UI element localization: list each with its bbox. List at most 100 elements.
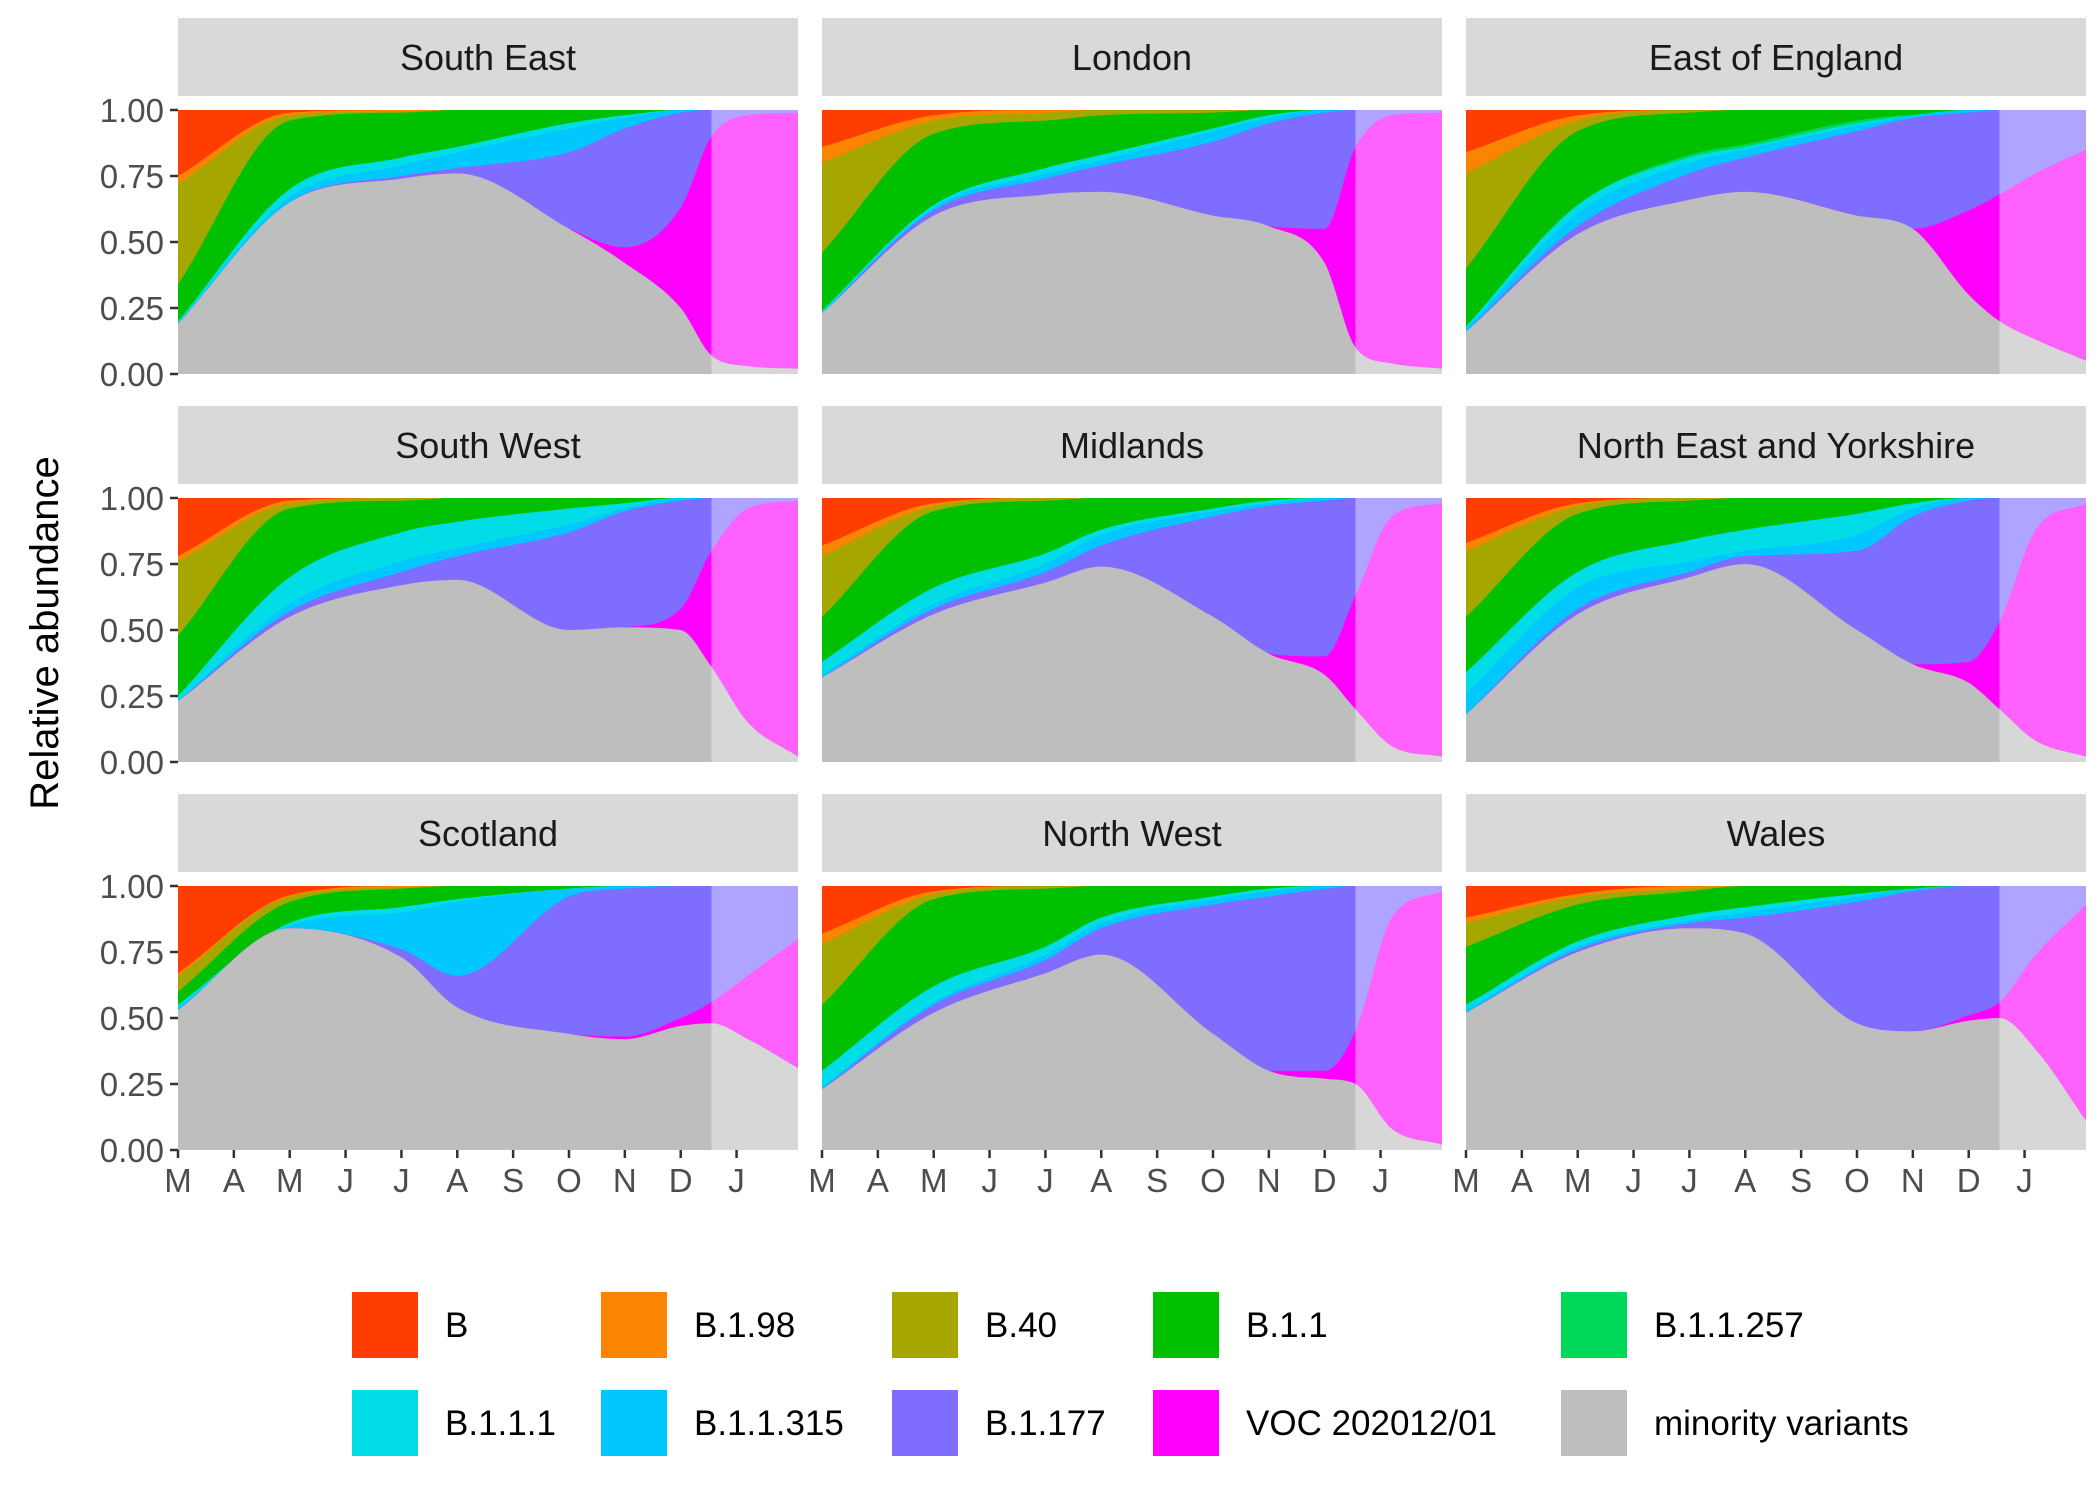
legend-item-minority-variants: minority variants (1561, 1390, 1909, 1456)
x-tick-label: J (1681, 1162, 1698, 1199)
x-tick-label: A (223, 1162, 245, 1199)
projection-shading (711, 498, 798, 762)
facet-strip (1466, 18, 2086, 96)
x-tick-label: M (920, 1162, 948, 1199)
x-tick-label: S (502, 1162, 524, 1199)
y-tick-label: 0.50 (100, 612, 164, 649)
panel-north-east-and-yorkshire: North East and Yorkshire (1466, 406, 2086, 762)
y-tick-label: 0.75 (100, 546, 164, 583)
facet-title: South East (400, 37, 576, 78)
legend-label: B.1.1.257 (1654, 1306, 1804, 1345)
panel-south-west: South West 0.00 0.25 0.50 0.75 1.00 (100, 406, 798, 781)
x-tick-label: O (556, 1162, 582, 1199)
x-tick-label: D (1313, 1162, 1337, 1199)
projection-shading (1999, 498, 2086, 762)
y-tick-label: 0.00 (100, 1132, 164, 1169)
x-tick-label: M (1452, 1162, 1480, 1199)
legend-swatch (892, 1390, 958, 1456)
y-axis-label: Relative abundance (23, 456, 67, 810)
area-minority-variants (1466, 564, 2086, 762)
legend-item-b-1-98: B.1.98 (601, 1292, 795, 1358)
legend-label: B.1.177 (985, 1404, 1106, 1443)
legend-swatch (352, 1390, 418, 1456)
x-tick-label: N (613, 1162, 637, 1199)
y-tick-label: 0.25 (100, 678, 164, 715)
facet-title: Midlands (1060, 425, 1204, 466)
x-tick-label: D (1957, 1162, 1981, 1199)
x-tick-label: J (393, 1162, 410, 1199)
area-minority-variants (178, 579, 798, 762)
projection-shading (1999, 110, 2086, 374)
facet-grid: South East 0.00 0.25 0.50 0.75 1.00 London East… (100, 18, 2086, 1199)
legend-item-b: B (352, 1292, 468, 1358)
area-minority-variants (1466, 928, 2086, 1150)
facet-strip (822, 794, 1442, 872)
x-tick-label: J (1625, 1162, 1642, 1199)
x-tick-label: A (1511, 1162, 1533, 1199)
x-tick-label: M (1564, 1162, 1592, 1199)
legend-item-b-1-1: B.1.1 (1153, 1292, 1328, 1358)
x-tick-label: A (446, 1162, 468, 1199)
facet-strip (822, 406, 1442, 484)
x-tick-label: J (337, 1162, 354, 1199)
x-tick-label: S (1146, 1162, 1168, 1199)
area-minority-variants (822, 954, 1442, 1150)
facet-strip (178, 794, 798, 872)
legend-swatch (892, 1292, 958, 1358)
area-minority-variants (178, 928, 798, 1150)
x-tick-label: M (276, 1162, 304, 1199)
y-tick-label: 0.50 (100, 224, 164, 261)
legend-swatch (1561, 1390, 1627, 1456)
x-tick-label: J (1037, 1162, 1054, 1199)
projection-shading (711, 886, 798, 1150)
projection-shading (1355, 110, 1442, 374)
projection-shading (1999, 886, 2086, 1150)
facet-title: South West (395, 425, 580, 466)
x-tick-label: A (867, 1162, 889, 1199)
legend-item-b-1-1-1: B.1.1.1 (352, 1390, 556, 1456)
y-tick-label: 0.25 (100, 1066, 164, 1103)
legend-item-b-1-1-257: B.1.1.257 (1561, 1292, 1804, 1358)
legend-swatch (1153, 1390, 1219, 1456)
area-minority-variants (1466, 191, 2086, 374)
legend-item-b-1-177: B.1.177 (892, 1390, 1106, 1456)
x-tick-label: N (1257, 1162, 1281, 1199)
y-tick-label: 1.00 (100, 480, 164, 517)
legend-label: B.1.98 (694, 1306, 795, 1345)
facet-title: East of England (1649, 37, 1903, 78)
x-tick-label: M (164, 1162, 192, 1199)
legend-swatch (1153, 1292, 1219, 1358)
facet-title: Wales (1727, 813, 1826, 854)
legend-label: B (445, 1306, 468, 1345)
legend-label: B.1.1.1 (445, 1404, 556, 1443)
legend-label: minority variants (1654, 1404, 1909, 1443)
y-tick-label: 1.00 (100, 92, 164, 129)
x-tick-label: J (728, 1162, 745, 1199)
legend-label: B.40 (985, 1306, 1057, 1345)
facet-title: Scotland (418, 813, 558, 854)
facet-strip (178, 18, 798, 96)
x-tick-label: J (2016, 1162, 2033, 1199)
x-tick-label: O (1844, 1162, 1870, 1199)
y-tick-label: 1.00 (100, 868, 164, 905)
y-tick-label: 0.75 (100, 158, 164, 195)
area-minority-variants (822, 191, 1442, 374)
x-tick-label: M (808, 1162, 836, 1199)
panel-midlands: Midlands (822, 406, 1442, 762)
x-tick-label: J (981, 1162, 998, 1199)
area-minority-variants (822, 566, 1442, 762)
legend-label: B.1.1 (1246, 1306, 1328, 1345)
y-tick-label: 0.00 (100, 356, 164, 393)
area-minority-variants (178, 173, 798, 374)
legend-item-voc-202012-01: VOC 202012/01 (1153, 1390, 1497, 1456)
y-tick-label: 0.00 (100, 744, 164, 781)
y-tick-label: 0.50 (100, 1000, 164, 1037)
x-tick-label: A (1734, 1162, 1756, 1199)
panel-south-east: South East 0.00 0.25 0.50 0.75 1.00 (100, 18, 798, 393)
facet-title: North East and Yorkshire (1577, 425, 1975, 466)
panel-east-of-england: East of England (1466, 18, 2086, 375)
x-tick-label: A (1090, 1162, 1112, 1199)
